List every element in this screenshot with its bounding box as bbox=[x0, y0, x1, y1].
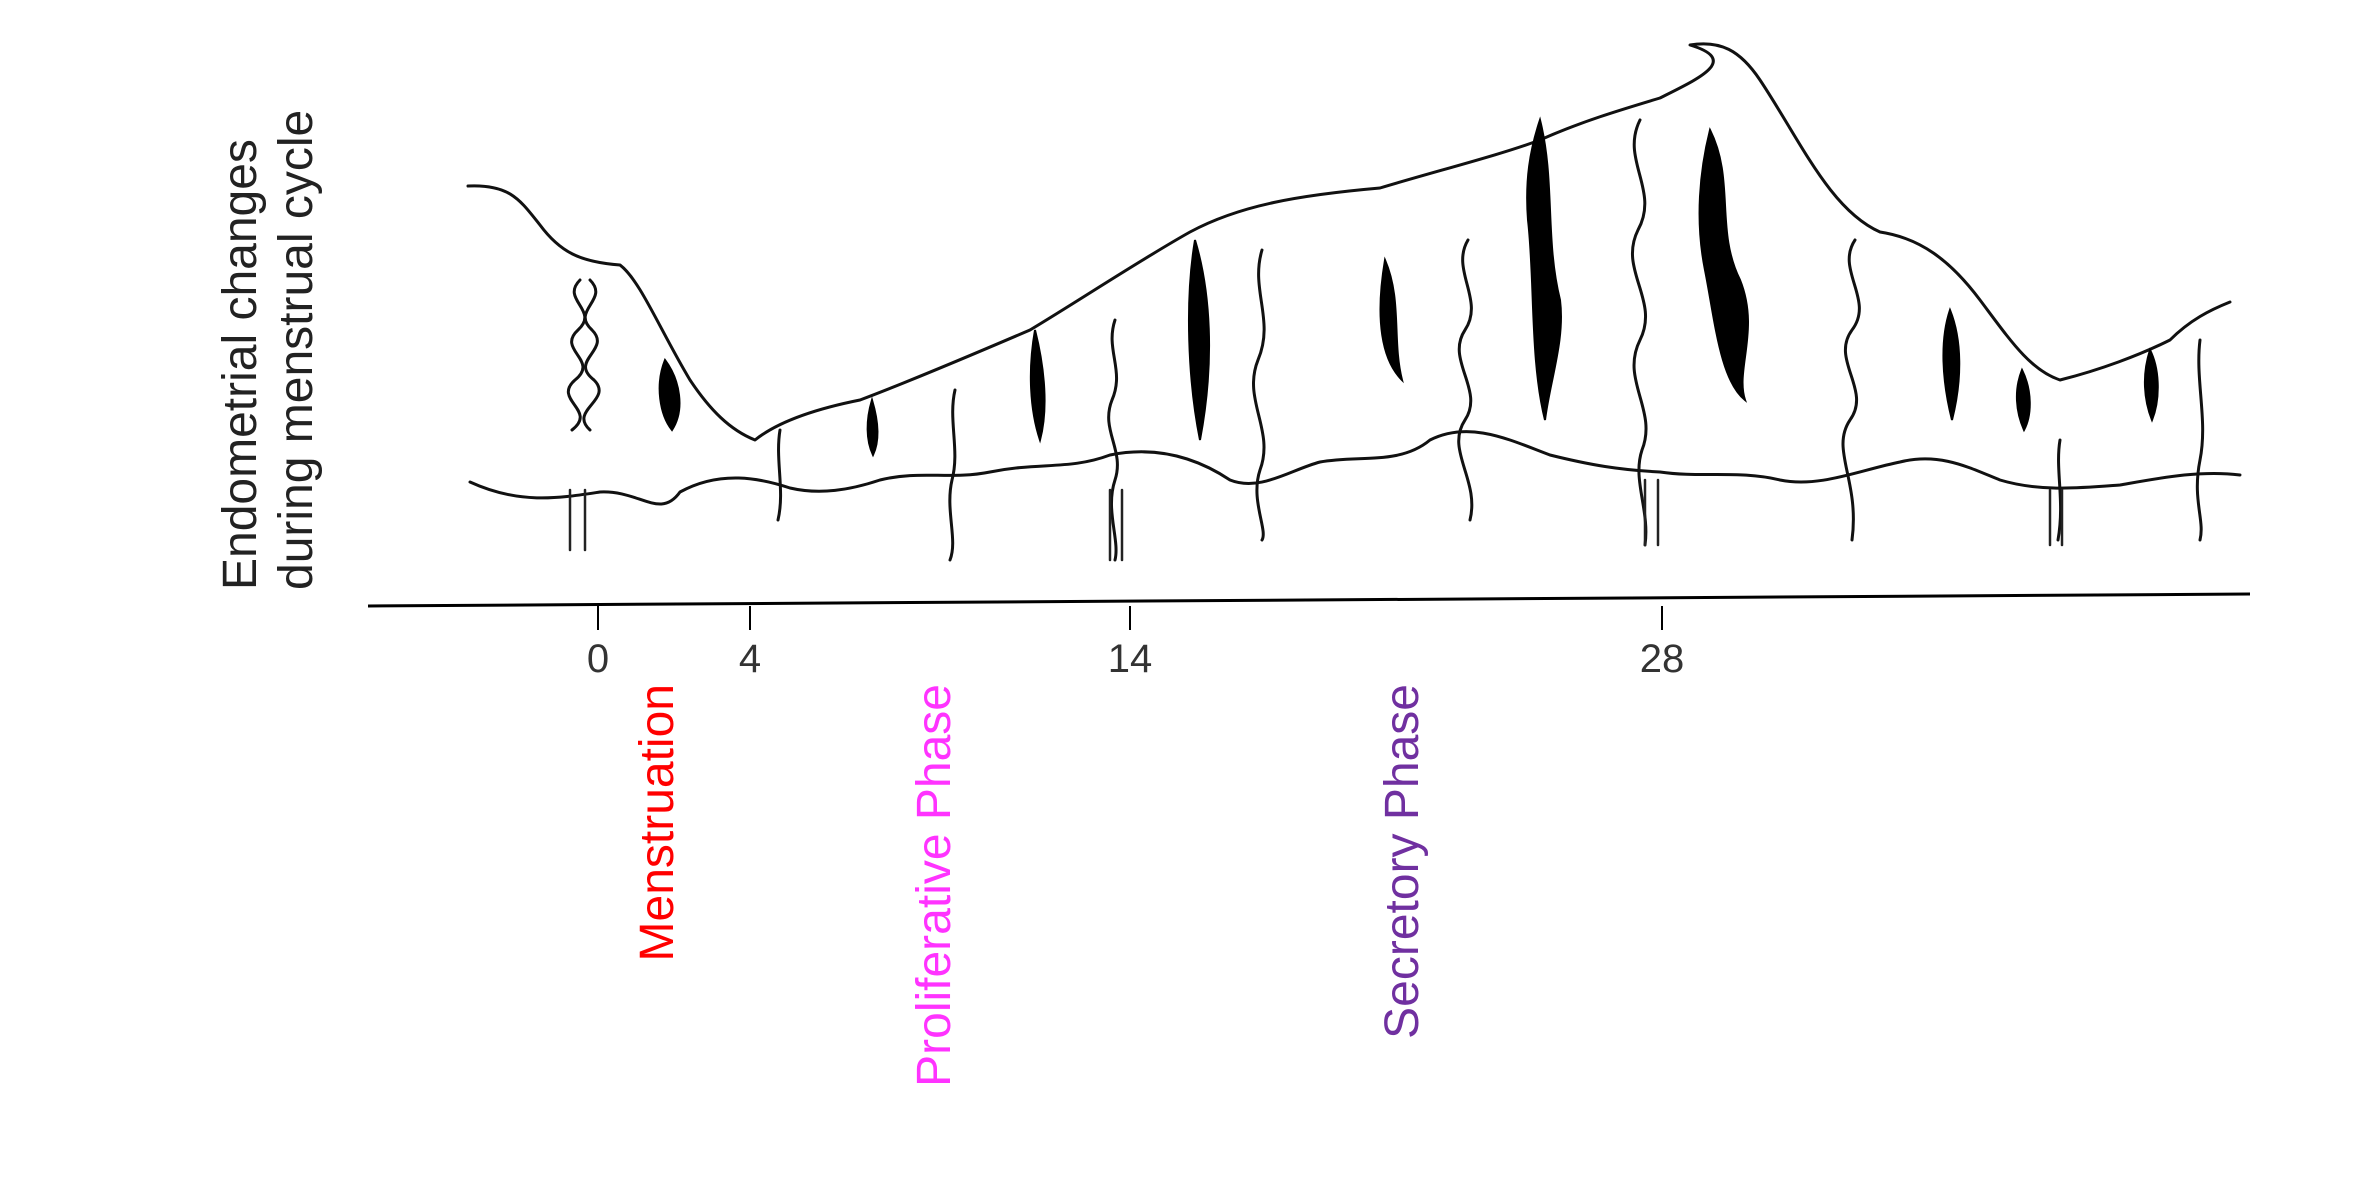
phase-label-2: Secretory Phase bbox=[1376, 684, 1429, 1039]
x-tick-label-1: 4 bbox=[739, 637, 761, 681]
gland-coiled-1 bbox=[566, 278, 587, 432]
gland-lumen-9 bbox=[2016, 367, 2031, 433]
endometrium-base bbox=[468, 430, 2242, 506]
gland-lumen-3 bbox=[1029, 329, 1046, 444]
y-axis-label: Endometrial changes during menstrual cyc… bbox=[214, 110, 323, 590]
vessel-4 bbox=[2048, 488, 2064, 547]
vessel-2 bbox=[1108, 488, 1124, 562]
gland-lumen-2 bbox=[866, 396, 879, 458]
gland-coiled-1b bbox=[582, 278, 601, 432]
x-tick-label-2: 14 bbox=[1108, 637, 1153, 681]
gland-lumen-1 bbox=[658, 357, 681, 432]
endometrium-illustration bbox=[466, 42, 2242, 562]
y-axis-label-line1: Endometrial changes bbox=[214, 139, 267, 590]
gland-lumen-7 bbox=[1698, 127, 1749, 403]
vessel-3 bbox=[1643, 478, 1660, 547]
gland-straight-11 bbox=[2195, 338, 2205, 542]
x-axis-line bbox=[367, 592, 2251, 608]
gland-lumen-5 bbox=[1379, 256, 1404, 384]
x-tick-label-0: 0 bbox=[587, 637, 609, 681]
gland-coiled-7 bbox=[1631, 118, 1648, 547]
gland-lumen-8 bbox=[1942, 307, 1961, 421]
gland-wavy-5 bbox=[1252, 248, 1266, 542]
x-tick-label-3: 28 bbox=[1640, 637, 1685, 681]
gland-straight-2 bbox=[776, 428, 783, 522]
phase-labels: Menstruation Proliferative Phase Secretory… bbox=[631, 684, 1429, 1087]
gland-straight-3 bbox=[948, 388, 957, 562]
gland-lumen-10 bbox=[2143, 347, 2159, 423]
gland-wavy-4 bbox=[1107, 318, 1119, 562]
gland-coiled-8 bbox=[1841, 238, 1861, 542]
endometrium-surface bbox=[466, 42, 2232, 442]
gland-straight-10 bbox=[2056, 438, 2063, 542]
y-axis-label-line2: during menstrual cycle bbox=[270, 110, 323, 590]
vessel-1 bbox=[568, 488, 587, 552]
phase-label-1: Proliferative Phase bbox=[908, 684, 961, 1087]
x-axis-ticks: 0 4 14 28 bbox=[587, 606, 1684, 681]
gland-coiled-6 bbox=[1457, 238, 1474, 522]
gland-lumen-4 bbox=[1187, 239, 1211, 441]
phase-label-0: Menstruation bbox=[631, 684, 684, 961]
gland-lumen-6 bbox=[1526, 116, 1562, 421]
